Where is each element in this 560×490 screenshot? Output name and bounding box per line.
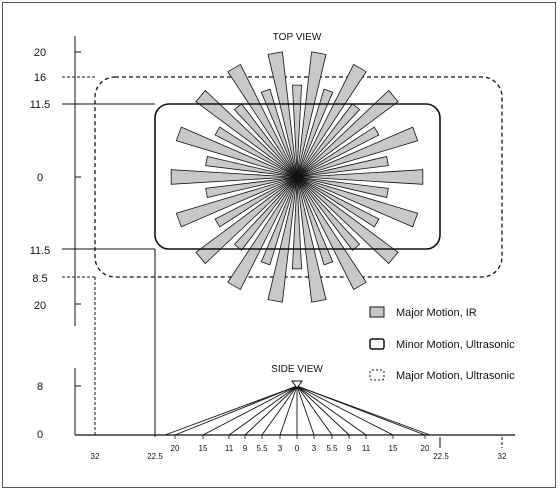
side-fan-ray xyxy=(296,385,315,436)
legend-item-ir: Major Motion, IR xyxy=(369,306,477,319)
ground-label: 3 xyxy=(278,444,283,453)
side-view-title: SIDE VIEW xyxy=(271,364,323,375)
side-fan-ray xyxy=(296,385,367,436)
top-y-label-20b: 20 xyxy=(34,300,46,312)
side-y-label-8: 8 xyxy=(37,381,43,393)
top-y-label-8-5: 8.5 xyxy=(32,273,47,285)
bottom-label-22-5-left: 22.5 xyxy=(147,452,163,461)
bottom-label-22-5-right: 22.5 xyxy=(433,452,449,461)
ground-label: 9 xyxy=(347,444,352,453)
ground-label: 9 xyxy=(243,444,248,453)
top-y-label-11-5b: 11.5 xyxy=(30,245,51,257)
bottom-label-32-left: 32 xyxy=(91,452,100,461)
side-fan-ray xyxy=(296,385,431,436)
ground-label: 11 xyxy=(362,444,371,453)
top-y-label-16: 16 xyxy=(34,72,46,84)
ir-petal xyxy=(170,169,294,185)
side-fan-ray xyxy=(202,385,298,436)
major-motion-ultrasonic-area xyxy=(94,76,503,278)
top-y-label-11-5a: 11.5 xyxy=(30,99,51,111)
ground-label: 20 xyxy=(171,444,180,453)
major-motion-ir-pattern xyxy=(170,51,424,303)
legend-swatch-minor-ultrasonic xyxy=(369,338,385,350)
side-fan-ray xyxy=(279,385,298,436)
ground-label: 11 xyxy=(225,444,234,453)
ir-petal xyxy=(300,169,424,185)
bottom-label-32-right: 32 xyxy=(498,452,507,461)
side-fan-ray xyxy=(174,385,298,436)
legend-item-major-ultrasonic: Major Motion, Ultrasonic xyxy=(369,369,515,382)
legend-swatch-ir xyxy=(369,306,385,318)
ir-hub xyxy=(292,172,302,182)
side-fan-ray xyxy=(296,385,394,436)
side-fan-ray xyxy=(261,385,298,436)
top-y-label-0: 0 xyxy=(37,172,43,184)
top-y-label-20a: 20 xyxy=(34,47,46,59)
legend: Major Motion, IR Minor Motion, Ultrasoni… xyxy=(369,306,515,382)
side-fan-ray xyxy=(296,385,333,436)
ground-label: 5.5 xyxy=(326,444,338,453)
legend-label-minor-ultrasonic: Minor Motion, Ultrasonic xyxy=(396,339,515,351)
side-view-y-ticks: 8 0 xyxy=(37,381,81,441)
ground-label: 15 xyxy=(199,444,208,453)
legend-label-major-ultrasonic: Major Motion, Ultrasonic xyxy=(396,370,515,382)
legend-swatch-major-ultrasonic xyxy=(369,369,385,381)
side-fan-ray xyxy=(296,385,350,436)
legend-item-minor-ultrasonic: Minor Motion, Ultrasonic xyxy=(369,338,515,351)
ground-label: 5.5 xyxy=(256,444,268,453)
side-view-ground-labels: 20 15 11 9 5.5 3 0 3 5.5 9 11 15 20 xyxy=(171,444,430,453)
top-view-y-ticks: 20 16 11.5 0 11.5 8.5 20 xyxy=(30,47,155,312)
ir-petal xyxy=(291,84,303,174)
top-view-title: TOP VIEW xyxy=(273,32,322,43)
ground-label: 0 xyxy=(295,444,300,453)
bottom-axis-labels: 32 22.5 22.5 32 xyxy=(91,452,507,461)
ground-label: 20 xyxy=(421,444,430,453)
side-fan-ray xyxy=(228,385,298,436)
minor-motion-ultrasonic-area xyxy=(154,103,441,250)
ground-label: 15 xyxy=(389,444,398,453)
side-view-detection-fan xyxy=(164,385,431,439)
side-fan-ray xyxy=(244,385,298,436)
side-y-label-0: 0 xyxy=(37,429,43,441)
sensor-icon xyxy=(291,380,303,389)
legend-label-ir: Major Motion, IR xyxy=(396,307,477,319)
ground-label: 3 xyxy=(312,444,317,453)
ir-petal xyxy=(291,180,303,270)
side-fan-ray xyxy=(164,385,298,436)
